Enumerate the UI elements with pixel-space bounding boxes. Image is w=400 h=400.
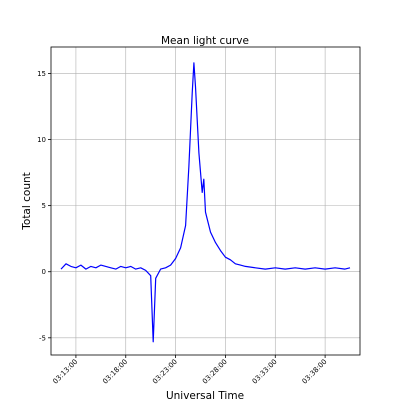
x-tick-label: 03:18:00	[101, 358, 129, 386]
light-curve-line	[60, 62, 351, 343]
x-tick-label: 03:23:00	[151, 358, 179, 386]
tick-layer: 03:13:00 03:18:00 03:23:00 03:28:00 03:33:00…	[37, 70, 328, 386]
y-tick-label: 15	[37, 70, 46, 78]
x-tick-label: 03:33:00	[251, 358, 279, 386]
x-tick-label: 03:38:00	[301, 358, 329, 386]
y-tick-label: 10	[37, 136, 46, 144]
plot-frame	[50, 46, 361, 356]
y-tick-label: 0	[42, 268, 46, 276]
y-axis-label: Total count	[21, 172, 33, 230]
x-tick-label: 03:13:00	[51, 358, 79, 386]
x-tick-label: 03:28:00	[201, 358, 229, 386]
series-layer	[60, 62, 351, 343]
y-tick-label: -5	[39, 334, 46, 342]
y-tick-label: 5	[42, 202, 46, 210]
x-axis-label: Universal Time	[166, 390, 244, 400]
chart-title: Mean light curve	[161, 35, 249, 47]
